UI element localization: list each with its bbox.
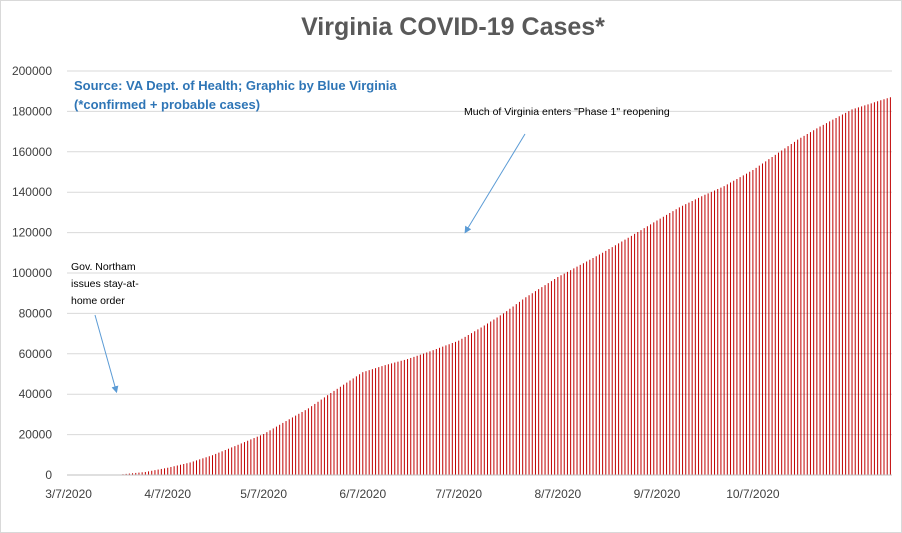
y-tick-label: 180000 [12,104,52,118]
gridlines [67,70,892,476]
y-tick-label: 20000 [19,428,53,442]
stay-home-annotation-line-1: Gov. Northam [71,261,136,273]
x-tick-label: 8/7/2020 [534,487,581,501]
phase1-annotation: Much of Virginia enters "Phase 1" reopen… [464,106,670,118]
x-tick-label: 6/7/2020 [339,487,386,501]
x-tick-label: 9/7/2020 [634,487,681,501]
stay-home-annotation-line-2: issues stay-at- [71,278,139,290]
stay-home-arrow [94,314,119,394]
y-tick-label: 80000 [19,306,53,320]
y-tick-label: 0 [45,468,52,482]
y-tick-label: 160000 [12,145,52,159]
chart-title: Virginia COVID-19 Cases* [301,13,605,41]
x-tick-label: 4/7/2020 [144,487,191,501]
y-tick-label: 140000 [12,185,52,199]
y-tick-label: 40000 [19,387,53,401]
x-tick-label: 10/7/2020 [726,487,780,501]
source-annotation: Source: VA Dept. of Health; Graphic by B… [74,78,397,93]
x-axis: 3/7/2020 4/7/2020 5/7/2020 6/7/2020 7/7/2020… [45,474,892,501]
x-tick-label: 5/7/2020 [240,487,287,501]
x-tick-label: 7/7/2020 [435,487,482,501]
bars [122,97,891,475]
phase1-arrow [464,133,526,234]
y-tick-label: 60000 [19,347,53,361]
x-tick-label: 3/7/2020 [45,487,92,501]
stay-home-annotation-line-3: home order [71,295,125,307]
y-tick-label: 100000 [12,266,52,280]
y-tick-label: 120000 [12,226,52,240]
y-tick-label: 200000 [12,64,52,78]
y-axis: 0 20000 40000 60000 80000 100000 120000 140000 1… [12,64,52,482]
cases-footnote: (*confirmed + probable cases) [74,97,260,112]
